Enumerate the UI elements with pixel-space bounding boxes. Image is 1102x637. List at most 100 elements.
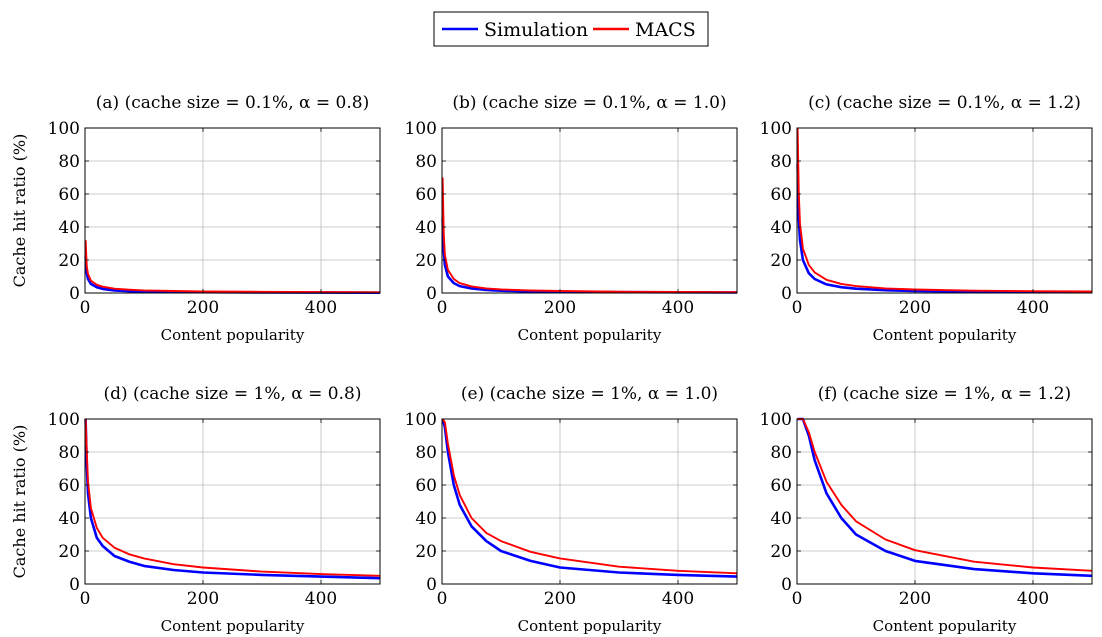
y-tick-label: 40: [415, 218, 437, 238]
x-tick-label: 0: [792, 298, 803, 318]
y-tick-label: 60: [58, 185, 80, 205]
plot-frame: [84, 127, 381, 294]
plot-area: [442, 419, 737, 584]
x-tick-label: 200: [899, 589, 931, 609]
chart-panel-e: 0 200 400 0 20 40 60 80 100 (e) (cache size = 1%,…: [405, 384, 738, 635]
x-tick-label: 400: [1017, 589, 1049, 609]
y-tick-label: 20: [770, 251, 792, 271]
x-axis-label: Content popularity: [161, 326, 305, 344]
series-line-macs: [441, 177, 738, 294]
plot-area: [85, 419, 380, 584]
y-tick-label: 60: [770, 476, 792, 496]
x-tick-label: 200: [187, 298, 219, 318]
chart-title: (e) (cache size = 1%, α = 1.0): [461, 384, 718, 404]
y-tick-label: 60: [415, 476, 437, 496]
y-tick-label: 0: [69, 284, 80, 304]
x-tick-label: 200: [899, 298, 931, 318]
series-line-simulation: [84, 418, 381, 580]
y-tick-label: 20: [58, 542, 80, 562]
series-line-macs: [441, 418, 738, 575]
series-line-simulation: [797, 417, 1093, 578]
y-tick-label: 80: [415, 443, 437, 463]
y-tick-label: 100: [48, 119, 80, 139]
plot-area: [797, 128, 1092, 293]
legend: Simulation MACS: [433, 11, 709, 47]
y-tick-label: 80: [58, 152, 80, 172]
chart-title: (d) (cache size = 1%, α = 0.8): [104, 384, 362, 404]
plot-frame: [84, 418, 381, 585]
chart-panel-f: 0 200 400 0 20 40 60 80 100 (f) (cache size = 1%,…: [760, 384, 1093, 635]
legend-label-simulation: Simulation: [484, 19, 588, 41]
series-line-simulation: [441, 418, 738, 578]
y-tick-label: 20: [415, 542, 437, 562]
x-axis-label: Content popularity: [518, 326, 662, 344]
x-tick-label: 0: [80, 298, 91, 318]
y-tick-label: 20: [770, 542, 792, 562]
plot-frame: [796, 418, 1093, 585]
x-axis-label: Content popularity: [873, 326, 1017, 344]
chart-title: (f) (cache size = 1%, α = 1.2): [818, 384, 1071, 404]
y-tick-label: 40: [770, 509, 792, 529]
y-tick-label: 40: [58, 218, 80, 238]
plot-area: [85, 128, 380, 293]
x-tick-label: 400: [1017, 298, 1049, 318]
y-axis-label: Cache hit ratio (%): [10, 134, 29, 288]
y-tick-label: 0: [69, 575, 80, 595]
plot-area: [797, 419, 1092, 584]
chart-title: (b) (cache size = 0.1%, α = 1.0): [452, 93, 726, 113]
plot-frame: [796, 127, 1093, 294]
legend-box: [433, 11, 709, 47]
x-axis-label: Content popularity: [873, 617, 1017, 635]
series-line-macs: [797, 418, 1093, 572]
y-tick-label: 80: [415, 152, 437, 172]
y-tick-label: 100: [760, 119, 792, 139]
y-tick-label: 60: [770, 185, 792, 205]
plot-frame: [441, 418, 738, 585]
y-tick-label: 20: [58, 251, 80, 271]
x-tick-label: 200: [187, 589, 219, 609]
y-tick-label: 100: [760, 410, 792, 430]
y-tick-label: 40: [770, 218, 792, 238]
y-tick-label: 80: [770, 152, 792, 172]
x-axis-label: Content popularity: [161, 617, 305, 635]
y-tick-label: 0: [781, 575, 792, 595]
y-tick-label: 40: [415, 509, 437, 529]
y-tick-label: 0: [781, 284, 792, 304]
x-tick-label: 400: [662, 589, 694, 609]
x-tick-label: 400: [662, 298, 694, 318]
plot-area: [442, 128, 737, 293]
x-tick-label: 200: [544, 298, 576, 318]
y-axis-label: Cache hit ratio (%): [10, 425, 29, 579]
x-tick-label: 0: [437, 298, 448, 318]
legend-label-macs: MACS: [635, 19, 696, 41]
x-tick-label: 400: [305, 589, 337, 609]
chart-panel-b: 0 200 400 0 20 40 60 80 100 (b) (cache size = 0.1…: [405, 93, 738, 344]
y-tick-label: 80: [770, 443, 792, 463]
y-tick-label: 0: [426, 575, 437, 595]
chart-panel-d: 0 200 400 0 20 40 60 80 100 (d) (cache size = 1%,…: [10, 384, 381, 635]
chart-panel-c: 0 200 400 0 20 40 60 80 100 (c) (cache size = 0.1…: [760, 93, 1093, 344]
x-tick-label: 200: [544, 589, 576, 609]
chart-title: (a) (cache size = 0.1%, α = 0.8): [96, 93, 369, 113]
chart-panel-a: 0 200 400 0 20 40 60 80 100 (a) (cache size = 0.1…: [10, 93, 381, 344]
y-tick-label: 0: [426, 284, 437, 304]
y-tick-label: 60: [58, 476, 80, 496]
y-tick-label: 20: [415, 251, 437, 271]
y-tick-label: 100: [405, 410, 437, 430]
chart-title: (c) (cache size = 0.1%, α = 1.2): [808, 93, 1081, 113]
series-line-macs: [84, 418, 381, 577]
y-tick-label: 100: [405, 119, 437, 139]
y-tick-label: 60: [415, 185, 437, 205]
x-axis-label: Content popularity: [518, 617, 662, 635]
series-line-macs: [84, 240, 381, 294]
y-tick-label: 40: [58, 509, 80, 529]
x-tick-label: 0: [792, 589, 803, 609]
y-tick-label: 100: [48, 410, 80, 430]
x-tick-label: 0: [80, 589, 91, 609]
x-tick-label: 0: [437, 589, 448, 609]
x-tick-label: 400: [305, 298, 337, 318]
y-tick-label: 80: [58, 443, 80, 463]
series-line-macs: [796, 127, 1093, 293]
